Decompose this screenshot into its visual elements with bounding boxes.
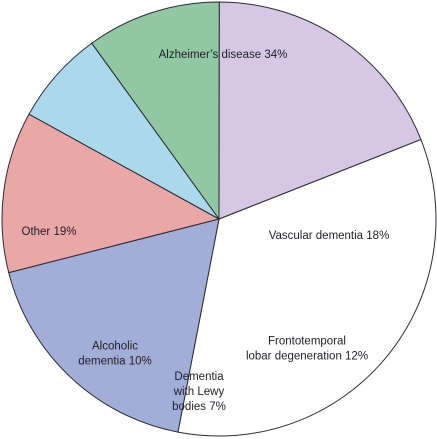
pie-slice-4 bbox=[91, 1, 220, 221]
slice-label-line: Vascular dementia 18% bbox=[269, 230, 390, 242]
pie-slice-2 bbox=[1, 113, 221, 274]
slice-label-line: Alcoholic bbox=[92, 341, 138, 353]
pie-labels: Alzheimer’s disease 34% Vascular dementia… bbox=[22, 49, 390, 413]
slice-label-3: Dementia with Lewy bodies 7% bbox=[172, 371, 226, 413]
pie-slice-5 bbox=[218, 1, 422, 220]
slice-label-4: Alcoholic dementia 10% bbox=[78, 341, 152, 368]
slice-label-line: Alzheimer’s disease 34% bbox=[159, 49, 288, 61]
slice-label-line: Dementia bbox=[174, 371, 224, 383]
slice-label-line: with Lewy bbox=[173, 386, 225, 398]
slice-label-line: Other 19% bbox=[22, 226, 77, 238]
slice-label-5: Other 19% bbox=[22, 226, 77, 238]
slice-label-2: Frontotemporal lobar degeneration 12% bbox=[246, 336, 368, 363]
slice-label-line: Frontotemporal bbox=[268, 336, 346, 348]
pie-slice-0 bbox=[177, 138, 437, 437]
pie-slice-1 bbox=[8, 218, 220, 433]
slice-label-line: bodies 7% bbox=[172, 401, 226, 413]
slice-label-line: lobar degeneration 12% bbox=[246, 351, 368, 363]
slice-label-line: dementia 10% bbox=[78, 356, 152, 368]
slice-label-0: Alzheimer’s disease 34% bbox=[159, 49, 288, 61]
slice-label-1: Vascular dementia 18% bbox=[269, 230, 390, 242]
